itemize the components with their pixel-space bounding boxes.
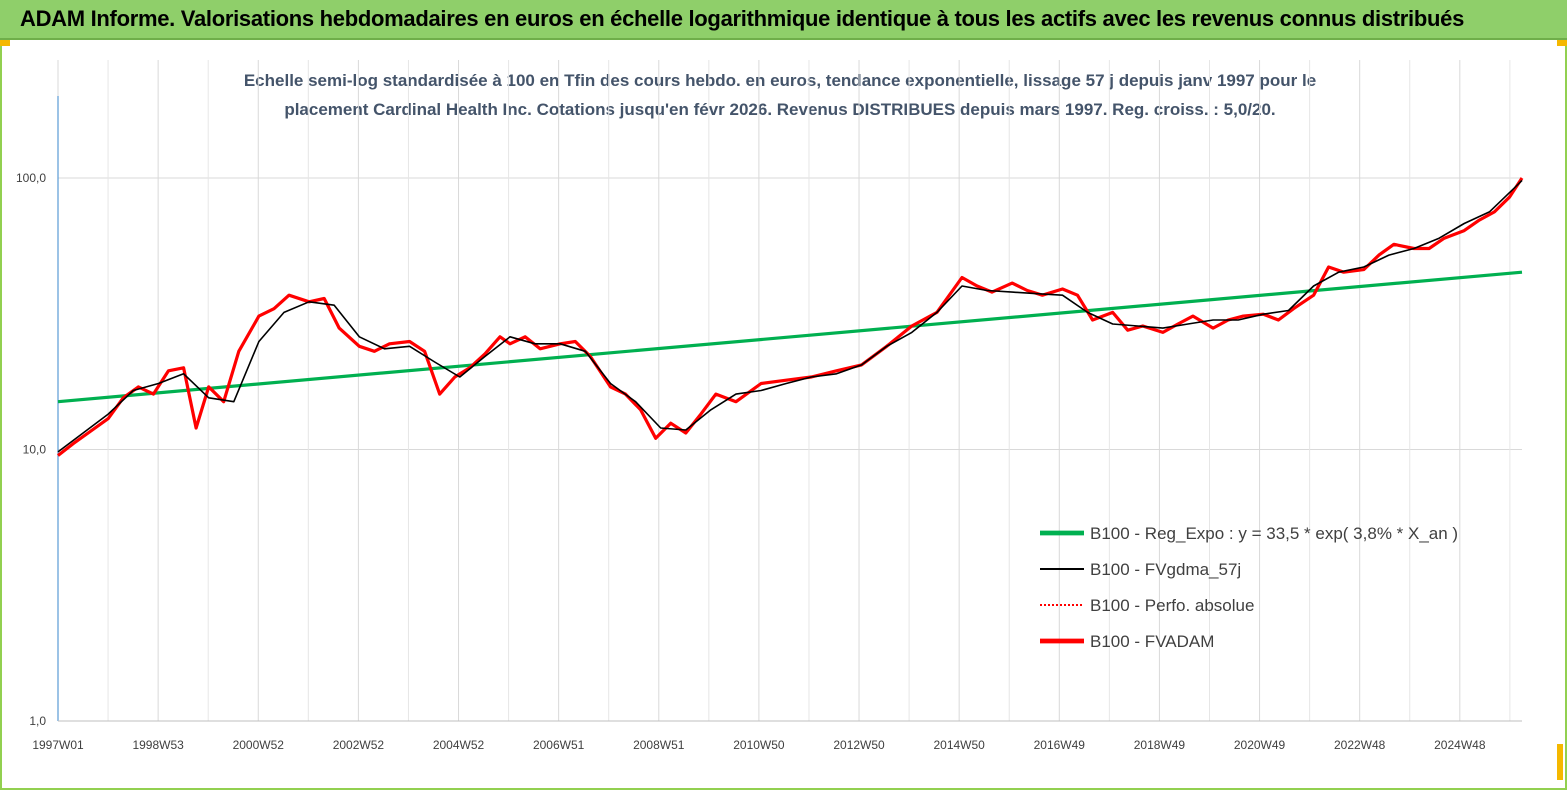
corner-marker-bottom-right — [1557, 744, 1563, 780]
x-tick-label: 2004W52 — [433, 738, 485, 752]
x-tick-label: 1998W53 — [132, 738, 184, 752]
legend-label: B100 - Perfo. absolue — [1090, 596, 1254, 615]
corner-marker-top-right — [1557, 40, 1567, 46]
legend-label: B100 - FVgdma_57j — [1090, 560, 1241, 579]
series-line-0 — [57, 270, 1523, 404]
y-tick-label: 1,0 — [29, 714, 46, 728]
x-tick-label: 2000W52 — [233, 738, 285, 752]
legend: B100 - Reg_Expo : y = 33,5 * exp( 3,8% *… — [1040, 524, 1458, 651]
x-tick-label: 2016W49 — [1034, 738, 1086, 752]
x-tick-label: 2012W50 — [833, 738, 885, 752]
grid-layer — [57, 60, 1522, 722]
title-banner: ADAM Informe. Valorisations hebdomadaire… — [0, 0, 1567, 40]
series-line-1 — [57, 179, 1523, 453]
y-tick-label: 100,0 — [16, 171, 46, 185]
series-line-3 — [57, 177, 1524, 457]
chart-subtitle-line1: Echelle semi-log standardisée à 100 en T… — [243, 71, 1317, 90]
x-tick-label: 2022W48 — [1334, 738, 1386, 752]
x-tick-label: 2014W50 — [933, 738, 985, 752]
y-tick-label: 10,0 — [23, 443, 47, 457]
series-layer — [57, 177, 1524, 457]
x-tick-label: 2002W52 — [333, 738, 385, 752]
legend-label: B100 - FVADAM — [1090, 632, 1214, 651]
legend-label: B100 - Reg_Expo : y = 33,5 * exp( 3,8% *… — [1090, 524, 1458, 543]
x-tick-label: 2010W50 — [733, 738, 785, 752]
banner-title: ADAM Informe. Valorisations hebdomadaire… — [20, 6, 1465, 31]
x-tick-label: 2018W49 — [1134, 738, 1186, 752]
corner-marker-top-left — [0, 40, 10, 46]
x-tick-label: 2006W51 — [533, 738, 585, 752]
chart-subtitle: Echelle semi-log standardisée à 100 en T… — [180, 66, 1380, 124]
x-tick-label: 2020W49 — [1234, 738, 1286, 752]
axis-layer: 100,0 10,0 1,0 1997W01 1998W53 2000W52 2002W52… — [16, 96, 1522, 752]
chart-subtitle-line2: placement Cardinal Health Inc. Cotations… — [284, 100, 1276, 119]
x-tick-label: 2008W51 — [633, 738, 685, 752]
x-tick-label: 1997W01 — [32, 738, 84, 752]
x-tick-label: 2024W48 — [1434, 738, 1486, 752]
